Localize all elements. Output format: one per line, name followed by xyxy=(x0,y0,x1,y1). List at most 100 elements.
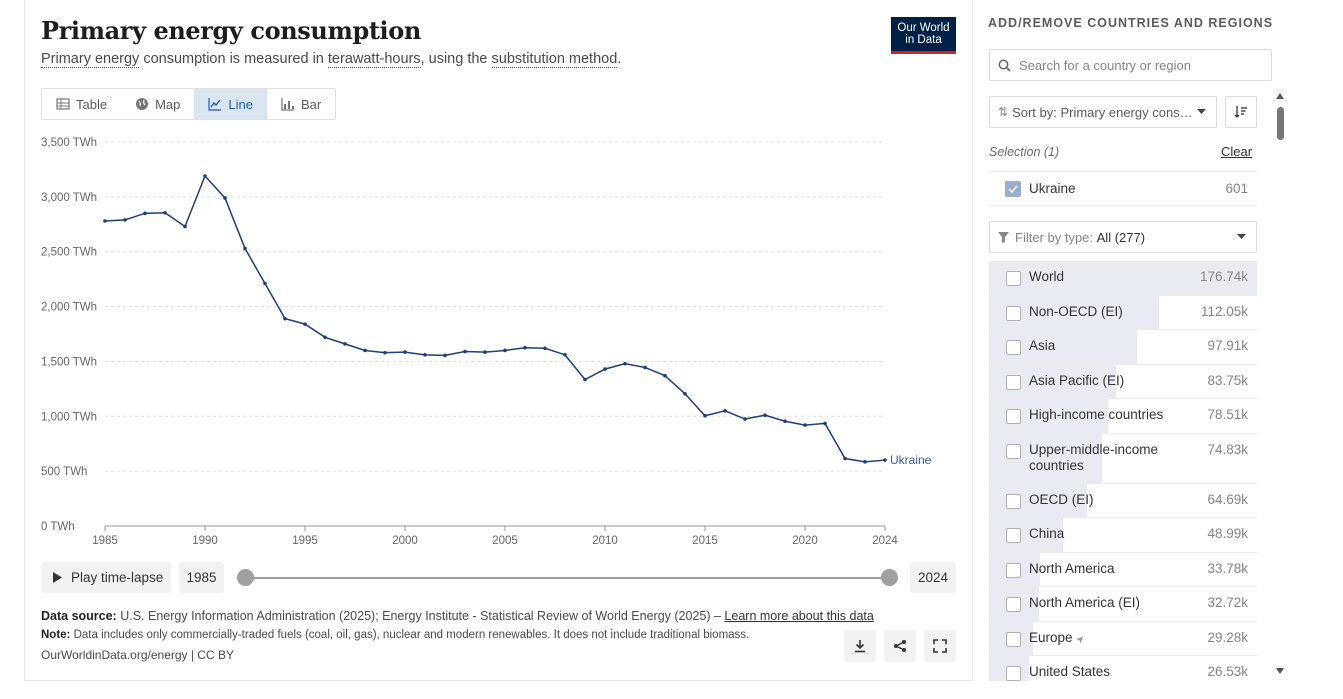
data-point xyxy=(703,413,707,418)
share-button[interactable] xyxy=(884,630,916,662)
entity-name: North America xyxy=(1029,560,1115,576)
share-icon xyxy=(894,640,906,652)
check-icon xyxy=(1008,184,1018,193)
data-point xyxy=(763,413,767,417)
tab-map-label: Map xyxy=(155,96,181,112)
entity-row[interactable]: Non-OECD (EI) 112.05k xyxy=(989,295,1257,330)
data-point xyxy=(883,458,887,462)
data-point xyxy=(623,361,627,366)
entity-row[interactable]: Asia Pacific (EI) 83.75k xyxy=(989,364,1257,399)
entity-row[interactable]: High-income countries 78.51k xyxy=(989,399,1257,434)
play-timelapse-button[interactable]: Play time-lapse xyxy=(41,562,171,593)
entity-value: 97.91k xyxy=(1207,338,1248,353)
subtitle-link-primary-energy[interactable]: Primary energy xyxy=(41,51,140,68)
filter-by-type-select[interactable]: Filter by type: All (277) xyxy=(989,221,1257,253)
y-tick-label: 0 TWh xyxy=(41,521,75,533)
checkbox[interactable] xyxy=(1006,271,1021,286)
checkbox[interactable] xyxy=(1006,528,1021,543)
y-tick-label: 3,000 TWh xyxy=(41,192,97,204)
checkbox[interactable] xyxy=(1006,340,1021,355)
checkbox[interactable] xyxy=(1006,666,1021,681)
tab-line[interactable]: Line xyxy=(194,89,267,119)
checkbox[interactable] xyxy=(1006,493,1021,509)
entity-row[interactable]: North America (EI) 32.72k xyxy=(989,587,1257,622)
checkbox[interactable] xyxy=(1006,631,1021,647)
scrollbar-thumb[interactable] xyxy=(1277,107,1284,140)
entity-row[interactable]: Europe ➤ 29.28k xyxy=(989,621,1257,656)
data-point xyxy=(363,348,367,353)
entity-name: Upper-middle-income countries xyxy=(1029,441,1159,473)
checkbox[interactable] xyxy=(1006,374,1021,390)
selected-entity-row[interactable]: Ukraine 601 xyxy=(989,171,1257,206)
data-point xyxy=(343,342,347,346)
entity-name: OECD (EI) xyxy=(1029,491,1094,507)
sidebar-scrollbar[interactable] xyxy=(1275,92,1285,677)
data-source: Data source: U.S. Energy Information Adm… xyxy=(41,609,874,623)
entity-row[interactable]: Upper-middle-income countries 74.83k xyxy=(989,433,1257,484)
y-tick-label: 2,500 TWh xyxy=(41,247,97,259)
table-icon xyxy=(56,98,70,110)
fullscreen-button[interactable] xyxy=(924,630,956,662)
checkbox[interactable] xyxy=(1006,597,1021,612)
selection-count: Selection (1) xyxy=(989,145,1060,159)
data-point xyxy=(563,353,567,357)
data-point xyxy=(223,196,227,200)
tab-map[interactable]: Map xyxy=(121,89,194,119)
tab-line-label: Line xyxy=(228,96,253,112)
entity-row[interactable]: Asia 97.91k xyxy=(989,330,1257,365)
learn-more-link[interactable]: Learn more about this data xyxy=(724,609,874,623)
subtitle-link-substitution[interactable]: substitution method xyxy=(491,51,618,68)
credit-line[interactable]: OurWorldinData.org/energy | CC BY xyxy=(41,648,234,662)
line-chart: 0 TWh 500 TWh 1,000 TWh 1,500 TWh 2,000 TWh 2… xyxy=(41,137,932,547)
x-tick-label: 2010 xyxy=(592,535,618,547)
entity-value: 78.51k xyxy=(1207,407,1248,422)
owid-logo[interactable]: Our World in Data xyxy=(891,17,956,54)
search-input[interactable]: Search for a country or region xyxy=(989,49,1272,81)
entity-name: North America (EI) xyxy=(1029,595,1141,610)
checkbox[interactable] xyxy=(1006,443,1021,459)
subtitle-link-twh[interactable]: terawatt-hours xyxy=(327,51,421,68)
checkbox[interactable] xyxy=(1006,562,1021,578)
data-point xyxy=(823,421,827,426)
timeline-end-year[interactable]: 2024 xyxy=(910,562,956,593)
timeline-slider-track[interactable] xyxy=(245,577,890,579)
clear-selection-link[interactable]: Clear xyxy=(1221,144,1253,159)
y-tick-label: 3,500 TWh xyxy=(41,137,97,149)
data-point xyxy=(143,211,147,216)
x-tick-label: 2020 xyxy=(792,535,818,547)
download-button[interactable] xyxy=(844,630,876,662)
filter-value: All (277) xyxy=(1096,229,1146,245)
logo-line-1: Our World xyxy=(897,22,950,34)
entity-row[interactable]: North America 33.78k xyxy=(989,552,1257,587)
sort-descending-icon xyxy=(1234,106,1247,118)
tab-table[interactable]: Table xyxy=(42,89,121,119)
entity-value: 32.72k xyxy=(1207,595,1248,610)
timeline-end-handle[interactable] xyxy=(881,569,898,586)
scroll-down-icon[interactable] xyxy=(1275,667,1285,675)
data-point xyxy=(543,346,547,351)
timeline-start-handle[interactable] xyxy=(237,569,254,586)
tab-bar[interactable]: Bar xyxy=(267,89,335,119)
scroll-up-icon[interactable] xyxy=(1275,92,1285,100)
entity-name: High-income countries xyxy=(1029,407,1164,422)
source-label: Data source: xyxy=(41,609,117,623)
checkbox[interactable] xyxy=(1006,409,1021,424)
sort-order-button[interactable] xyxy=(1225,96,1257,128)
source-text: U.S. Energy Information Administration (… xyxy=(116,609,725,623)
data-point xyxy=(243,246,247,251)
entity-row[interactable]: World 176.74k xyxy=(989,261,1257,296)
sort-by-select[interactable]: ⇅ Sort by: Primary energy cons… xyxy=(989,96,1217,128)
chevron-down-icon xyxy=(1197,109,1206,114)
entity-row[interactable]: China 48.99k xyxy=(989,518,1257,553)
data-point xyxy=(323,335,327,340)
checkbox[interactable] xyxy=(1006,305,1021,321)
checkbox-checked[interactable] xyxy=(1005,180,1021,197)
entity-row[interactable]: United States 26.53k xyxy=(989,656,1257,681)
y-tick-label: 1,000 TWh xyxy=(41,411,97,423)
timeline-start-year[interactable]: 1985 xyxy=(179,562,224,593)
chart-subtitle: Primary energy consumption is measured i… xyxy=(41,51,621,68)
chevron-down-icon xyxy=(1237,234,1246,239)
entity-value: 176.74k xyxy=(1199,269,1248,284)
entity-name: United States xyxy=(1029,664,1111,679)
entity-row[interactable]: OECD (EI) 64.69k xyxy=(989,483,1257,518)
